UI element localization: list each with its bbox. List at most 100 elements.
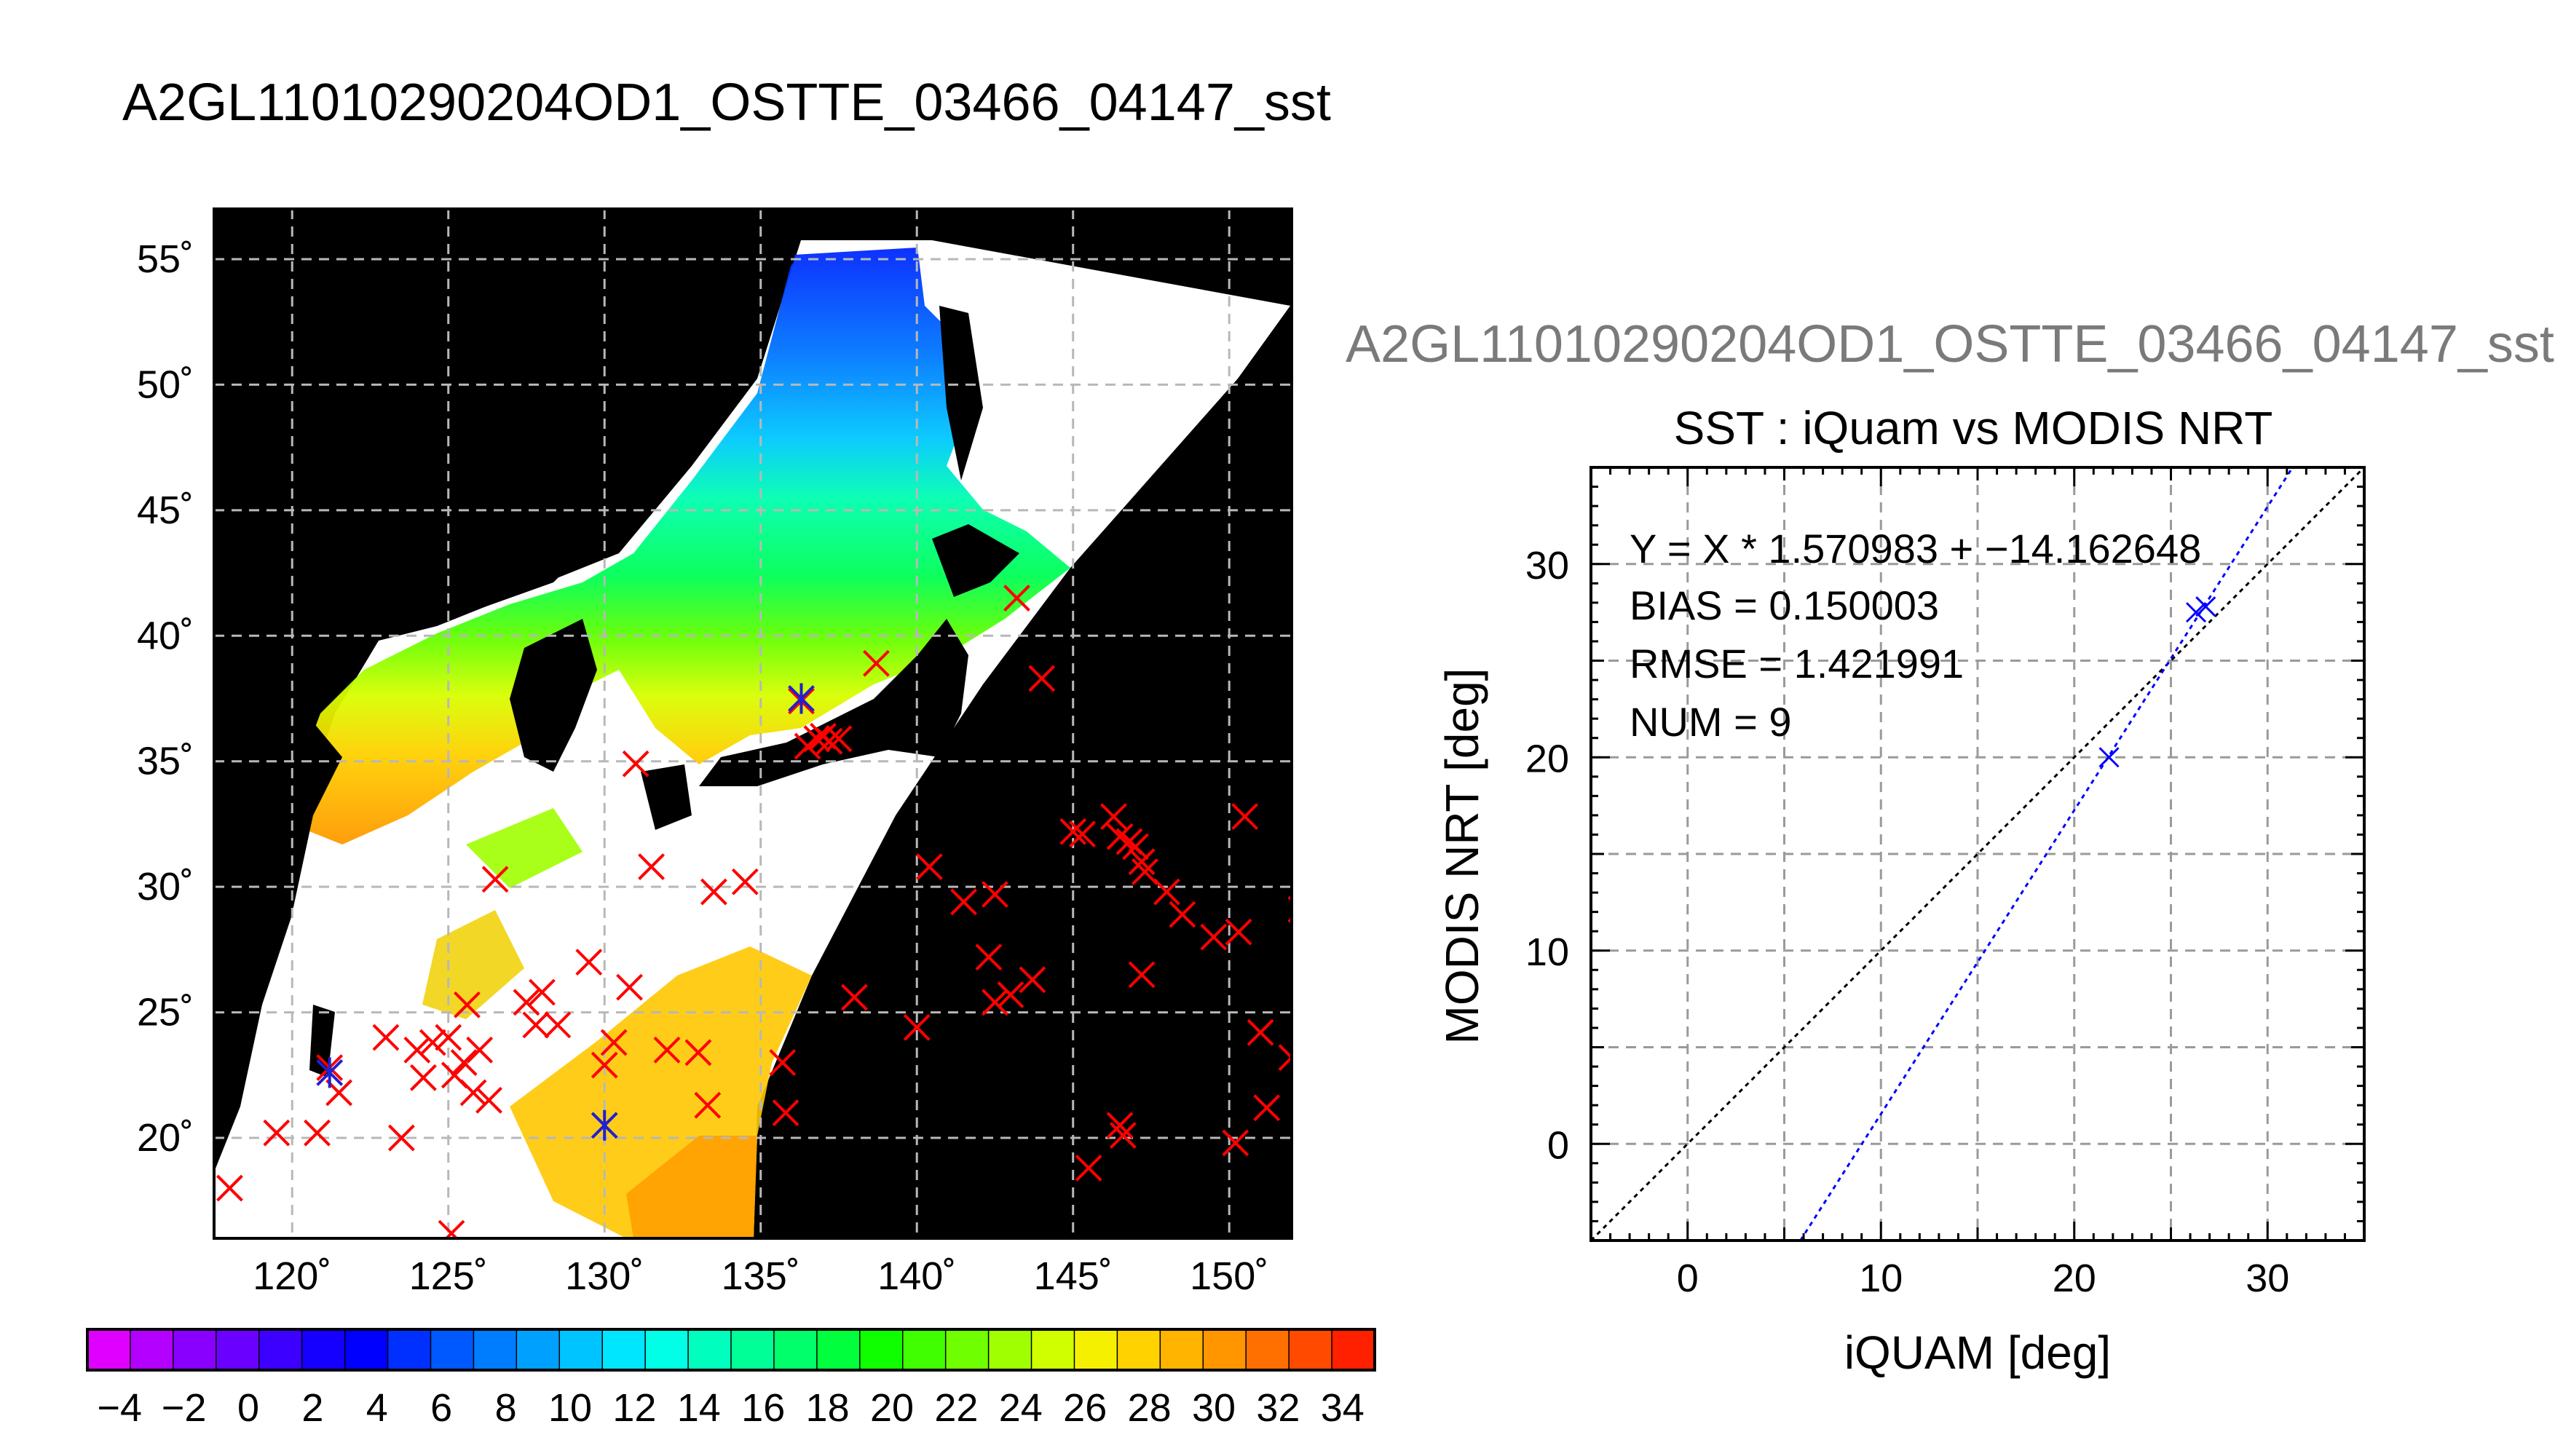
red-x-stroke <box>1225 918 1252 946</box>
sst-cold-north <box>299 248 1070 844</box>
red-x-marker <box>769 1049 797 1076</box>
red-x-stroke <box>1075 1155 1102 1182</box>
colorbar-tick-label: 16 <box>741 1386 785 1430</box>
latitude-tick-label: 40˚ <box>137 614 194 657</box>
red-x-marker <box>975 943 1003 971</box>
colorbar-tick-label: 2 <box>301 1386 323 1430</box>
red-x-marker <box>997 981 1024 1008</box>
longitude-tick-label: 125˚ <box>409 1254 488 1298</box>
stats-fit-equation: Y = X * 1.570983 + −14.162648 <box>1630 526 2201 571</box>
red-x-marker <box>1278 1044 1292 1072</box>
red-x-marker <box>1109 1122 1137 1150</box>
colorbar-tick-label: 30 <box>1192 1386 1236 1430</box>
red-x-stroke <box>372 1024 400 1051</box>
colorbar: −4 −2 0 2 4 6 8 10 12 14 16 18 20 22 24 26 28 30 32 34 <box>86 1328 1376 1430</box>
land-china-coast <box>214 713 342 1092</box>
land-kyushu <box>641 764 692 830</box>
red-x-stroke <box>1106 823 1134 850</box>
colorbar-cell <box>901 1329 947 1371</box>
red-x-marker <box>591 1051 618 1079</box>
longitude-tick-label: 120˚ <box>253 1254 331 1298</box>
one-to-one-line <box>1590 466 2366 1242</box>
colorbar-tick-label: −2 <box>162 1386 207 1430</box>
scatter-point-stroke <box>2185 602 2207 623</box>
red-x-stroke <box>1128 961 1156 989</box>
red-x-marker <box>1019 966 1046 994</box>
colorbar-cell <box>1030 1329 1075 1371</box>
scatter-grid <box>1591 467 2364 1241</box>
colorbar-cell <box>1073 1329 1118 1371</box>
red-x-marker <box>903 1013 931 1041</box>
x-tick-label: 20 <box>2053 1257 2096 1300</box>
red-x-stroke <box>1169 901 1196 928</box>
longitude-tick-label: 150˚ <box>1190 1254 1268 1298</box>
red-x-marker <box>731 868 759 895</box>
red-x-stroke <box>1247 1018 1274 1046</box>
x-tick-label: 10 <box>1859 1257 1903 1300</box>
latitude-tick-label: 35˚ <box>137 740 194 783</box>
scatter-title: SST : iQuam vs MODIS NRT <box>1674 402 2273 454</box>
page-title: A2GL11010290204OD1_OSTTE_03466_04147_sst <box>122 74 1331 132</box>
red-x-marker <box>513 989 540 1016</box>
red-x-marker <box>410 1064 437 1091</box>
red-x-stroke <box>684 1039 712 1067</box>
red-x-marker <box>459 1079 487 1107</box>
red-x-stroke <box>616 973 643 1001</box>
red-x-marker <box>1253 1094 1281 1122</box>
red-x-marker <box>387 1124 415 1152</box>
latitude-tick-label: 20˚ <box>137 1116 194 1160</box>
red-x-stroke <box>1028 665 1056 692</box>
red-x-stroke <box>410 1064 437 1091</box>
red-x-stroke <box>1278 1044 1292 1060</box>
colorbar-tick-label: 8 <box>495 1386 517 1430</box>
red-x-marker <box>772 1099 799 1126</box>
red-x-stroke <box>825 725 853 753</box>
blue-star-marker <box>316 1057 344 1088</box>
scatter-points <box>2098 596 2216 768</box>
red-x-stroke <box>263 1119 291 1147</box>
sst-orange-south <box>626 1136 757 1238</box>
colorbar-cell <box>1331 1329 1376 1371</box>
colorbar-cell <box>687 1329 732 1371</box>
colorbar-cells <box>87 1329 1376 1371</box>
x-tick-label: 30 <box>2246 1257 2289 1300</box>
red-x-stroke <box>481 866 509 893</box>
red-x-stroke <box>304 1119 331 1147</box>
regression-line <box>1799 467 2294 1241</box>
scatter-subtitle: A2GL11010290204OD1_OSTTE_03466_04147_sst <box>1346 315 2554 373</box>
red-x-marker <box>372 1024 400 1051</box>
colorbar-cell <box>1116 1329 1161 1371</box>
red-x-marker <box>600 1029 628 1056</box>
colorbar-cell <box>258 1329 304 1371</box>
red-x-marker <box>1247 1018 1274 1046</box>
land-korea <box>510 619 597 772</box>
stats-num: NUM = 9 <box>1630 699 1792 745</box>
red-x-stroke <box>816 727 843 755</box>
colorbar-cell <box>130 1329 175 1371</box>
longitude-tick-labels: 120˚ 125˚ 130˚ 135˚ 140˚ 145˚ 150˚ <box>253 1254 1268 1298</box>
red-x-marker <box>825 725 853 753</box>
colorbar-tick-label: −4 <box>97 1386 142 1430</box>
colorbar-cell <box>773 1329 818 1371</box>
red-x-marker <box>263 1119 291 1147</box>
colorbar-cell <box>301 1329 346 1371</box>
map-frame <box>213 207 1293 1240</box>
latitude-tick-label: 30˚ <box>137 865 194 909</box>
latitude-tick-label: 45˚ <box>137 488 194 532</box>
colorbar-tick-label: 32 <box>1256 1386 1300 1430</box>
colorbar-cell <box>1159 1329 1204 1371</box>
red-x-stroke <box>1106 1112 1134 1139</box>
latitude-tick-label: 55˚ <box>137 237 194 281</box>
red-x-marker <box>216 1174 243 1202</box>
sst-map: 120˚ 125˚ 130˚ 135˚ 140˚ 145˚ 150˚ 20˚ 25˚ 30˚ 35… <box>137 207 1293 1298</box>
sst-green-strip <box>466 808 583 888</box>
red-x-marker <box>1003 585 1030 612</box>
red-x-stroke <box>975 943 1003 971</box>
map-markers <box>216 585 1292 1238</box>
red-x-marker <box>684 1039 712 1067</box>
land-honshu <box>699 619 968 786</box>
red-x-marker <box>1059 818 1087 845</box>
colorbar-cell <box>1202 1329 1247 1371</box>
longitude-tick-label: 140˚ <box>877 1254 956 1298</box>
red-x-stroke <box>591 1051 618 1079</box>
